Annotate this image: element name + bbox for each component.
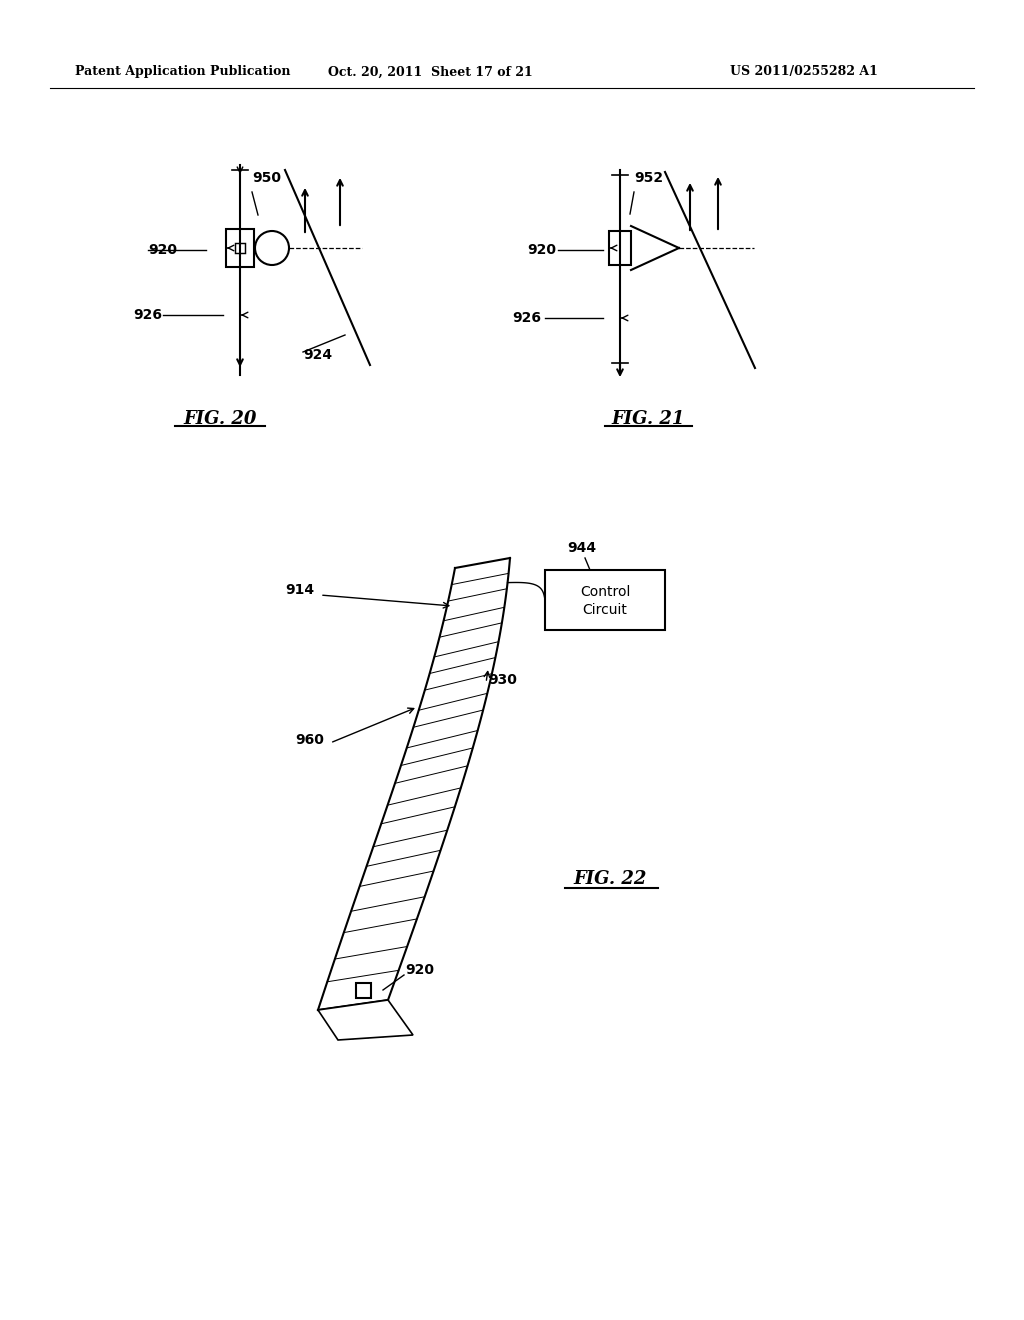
Text: Circuit: Circuit <box>583 603 628 616</box>
Text: 952: 952 <box>634 172 664 185</box>
Bar <box>226 228 254 267</box>
Text: FIG. 21: FIG. 21 <box>611 411 685 428</box>
Polygon shape <box>318 1001 413 1040</box>
Text: 926: 926 <box>512 312 541 325</box>
Text: 950: 950 <box>252 172 281 185</box>
Text: US 2011/0255282 A1: US 2011/0255282 A1 <box>730 66 878 78</box>
Bar <box>545 570 665 630</box>
Text: FIG. 22: FIG. 22 <box>573 870 647 888</box>
Text: 920: 920 <box>406 964 434 977</box>
Bar <box>609 231 631 265</box>
Text: FIG. 20: FIG. 20 <box>183 411 257 428</box>
Text: Patent Application Publication: Patent Application Publication <box>75 66 291 78</box>
Circle shape <box>255 231 289 265</box>
Bar <box>234 243 245 253</box>
Text: 960: 960 <box>295 733 324 747</box>
Text: 924: 924 <box>303 348 332 362</box>
Text: 920: 920 <box>527 243 556 257</box>
Text: 914: 914 <box>285 583 314 597</box>
Text: 944: 944 <box>567 541 596 554</box>
Text: 920: 920 <box>148 243 177 257</box>
Text: 926: 926 <box>133 308 162 322</box>
Text: Control: Control <box>580 585 630 599</box>
Text: Oct. 20, 2011  Sheet 17 of 21: Oct. 20, 2011 Sheet 17 of 21 <box>328 66 532 78</box>
Text: 930: 930 <box>488 673 517 686</box>
Bar <box>356 983 371 998</box>
